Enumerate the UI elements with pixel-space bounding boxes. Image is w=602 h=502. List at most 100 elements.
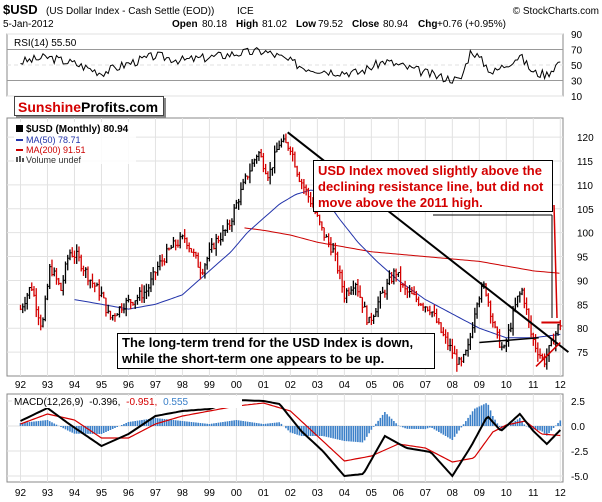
- year-tick-label: 02: [285, 488, 297, 499]
- brand-part-2: Profits.com: [81, 99, 159, 115]
- year-tick-label: 05: [366, 380, 378, 391]
- rsi-line: [20, 47, 561, 84]
- year-tick-label: 93: [42, 380, 54, 391]
- year-tick-label: 03: [312, 380, 324, 391]
- svg-text:High: High: [236, 19, 258, 30]
- macd-tick-label: 2.5: [571, 397, 585, 408]
- rsi-tick-label: 50: [571, 61, 583, 72]
- price-tick-label: 80: [577, 324, 589, 335]
- year-tick-label: 95: [96, 488, 108, 499]
- year-tick-label: 06: [393, 380, 405, 391]
- year-tick-label: 07: [420, 380, 432, 391]
- svg-text:Chg: Chg: [418, 19, 437, 30]
- year-tick-label: 94: [69, 380, 81, 391]
- support-line: [479, 337, 539, 344]
- rsi-label-bg: [12, 37, 106, 49]
- year-tick-label: 95: [96, 380, 108, 391]
- year-tick-label: 08: [447, 380, 459, 391]
- year-tick-label: 09: [474, 488, 486, 499]
- svg-text:79.52: 79.52: [318, 19, 343, 30]
- year-tick-label: 99: [204, 488, 216, 499]
- year-tick-label: 11: [528, 488, 539, 499]
- svg-text:MACD(12,26,9) -0.396,: MACD(12,26,9) -0.396, -0.951, 0.555: [14, 397, 189, 408]
- rsi-tick-label: 10: [571, 92, 583, 103]
- year-tick-label: 07: [420, 488, 432, 499]
- year-tick-label: 00: [231, 488, 243, 499]
- price-tick-label: 120: [577, 133, 594, 144]
- year-tick-label: 92: [15, 488, 27, 499]
- rsi-tick-label: 90: [571, 30, 583, 41]
- copyright: © StockCharts.com: [513, 6, 599, 17]
- macd-signal-line: [20, 402, 561, 463]
- price-legend-swatch: [16, 125, 23, 132]
- price-tick-label: 100: [577, 229, 594, 240]
- quote-readout: Open 80.18 High 81.02 Low 79.52 Close 80…: [172, 19, 506, 30]
- ma200-line: [244, 227, 560, 274]
- sunshine-profits-logo: SunshineProfits.com: [14, 96, 164, 116]
- year-tick-label: 12: [555, 380, 567, 391]
- macd-tick-label: -5.0: [571, 472, 589, 483]
- year-tick-label: 92: [15, 380, 27, 391]
- chart-date: 5-Jan-2012: [3, 19, 54, 30]
- year-tick-label: 04: [339, 380, 351, 391]
- macd-axis: -5.0 -2.5 0.0 2.5: [571, 397, 589, 483]
- macd-label: MACD(12,26,9) -0.396, -0.951, 0.555: [12, 396, 242, 408]
- year-tick-label: 00: [231, 380, 243, 391]
- macd-tick-label: -2.5: [571, 447, 589, 458]
- macd-panel-frame: [6, 393, 564, 483]
- resistance-callout: USD Index moved slightly above the decli…: [313, 160, 553, 212]
- price-tick-label: 85: [577, 300, 589, 311]
- rsi-tick-label: 70: [571, 46, 583, 57]
- trend-callout: The long-term trend for the USD Index is…: [117, 333, 435, 369]
- price-tick-label: 115: [577, 157, 593, 168]
- year-axis-main: 92 93 94 95 96 97 98 99 00 01 02 03 04 05 06 07 08 09 10 11…: [15, 380, 566, 391]
- price-tick-label: 110: [577, 181, 593, 192]
- callout-pointer-red: [553, 204, 558, 319]
- rsi-tick-label: 30: [571, 77, 583, 88]
- year-tick-label: 96: [123, 488, 135, 499]
- year-axis-macd: 92 93 94 95 96 97 98 99 00 01 02 03 04 05 06 07 08 09 10 11…: [15, 488, 566, 499]
- year-tick-label: 02: [285, 380, 297, 391]
- year-tick-label: 10: [501, 488, 513, 499]
- rsi-axis: 10 30 50 70 90: [571, 30, 583, 103]
- year-tick-label: 97: [150, 380, 162, 391]
- year-tick-label: 12: [555, 488, 567, 499]
- svg-text:© StockCharts.com: © StockCharts.com: [513, 6, 599, 17]
- svg-text:Close: Close: [352, 19, 380, 30]
- year-tick-label: 99: [204, 380, 216, 391]
- price-tick-label: 75: [577, 348, 589, 359]
- year-tick-label: 97: [150, 488, 162, 499]
- ticker-symbol: $USD: [3, 2, 38, 17]
- year-tick-label: 98: [177, 488, 189, 499]
- year-tick-label: 11: [528, 380, 539, 391]
- year-tick-label: 01: [258, 380, 270, 391]
- year-tick-label: 10: [501, 380, 513, 391]
- year-tick-label: 98: [177, 380, 189, 391]
- legend-ma50: MA(50) 78.71: [26, 135, 81, 145]
- legend-volume: Volume undef: [26, 155, 82, 165]
- year-tick-label: 09: [474, 380, 486, 391]
- svg-text:+0.76 (+0.95%): +0.76 (+0.95%): [437, 19, 506, 30]
- red-support-line: [535, 342, 561, 367]
- year-tick-label: 08: [447, 488, 459, 499]
- svg-text:Low: Low: [296, 19, 316, 30]
- price-axis: 75 80 85 90 95 100 105 110 115 120: [577, 133, 594, 359]
- price-legend: $USD (Monthly) 80.94 MA(50) 78.71 MA(200…: [14, 122, 136, 165]
- price-bars: [19, 133, 563, 372]
- ticker-description: (US Dollar Index - Cash Settle (EOD)): [46, 6, 214, 17]
- legend-price: $USD (Monthly) 80.94: [26, 124, 129, 135]
- rsi-label: RSI(14) 55.50: [14, 38, 77, 49]
- year-tick-label: 94: [69, 488, 81, 499]
- macd-line: [20, 398, 562, 478]
- legend-ma200: MA(200) 91.51: [26, 145, 86, 155]
- price-tick-label: 90: [577, 276, 589, 287]
- year-tick-label: 05: [366, 488, 378, 499]
- year-tick-label: 06: [393, 488, 405, 499]
- svg-text:81.02: 81.02: [262, 19, 287, 30]
- price-tick-label: 105: [577, 205, 594, 216]
- macd-tick-label: 0.0: [571, 422, 585, 433]
- svg-text:80.18: 80.18: [202, 19, 227, 30]
- price-tick-label: 95: [577, 253, 589, 264]
